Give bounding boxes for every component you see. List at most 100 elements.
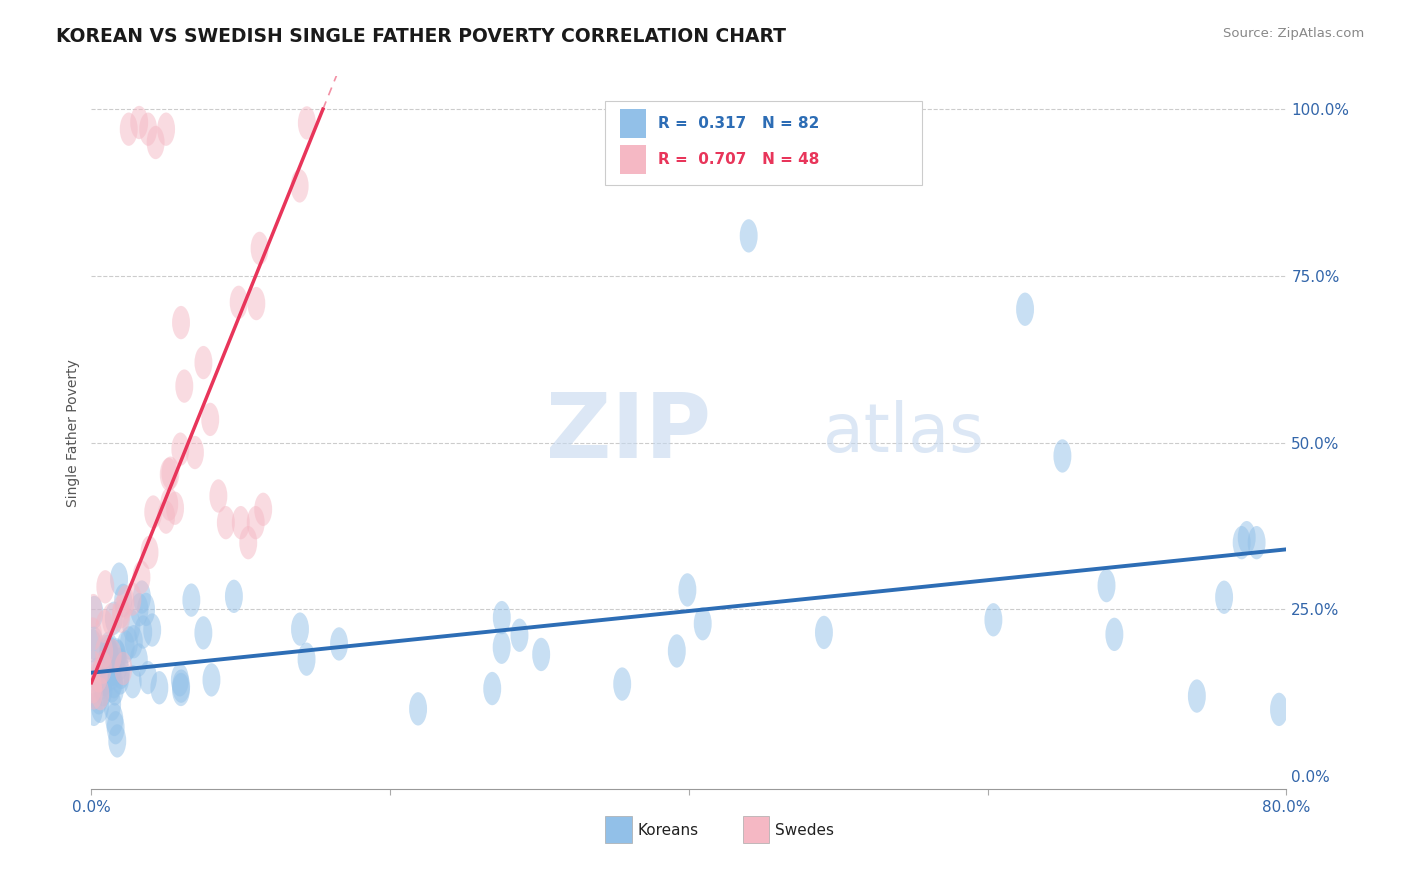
Ellipse shape <box>84 629 101 663</box>
Ellipse shape <box>160 458 177 491</box>
Ellipse shape <box>90 659 108 692</box>
Ellipse shape <box>97 570 114 604</box>
Ellipse shape <box>157 112 176 146</box>
Ellipse shape <box>239 526 257 559</box>
Ellipse shape <box>533 638 550 671</box>
Ellipse shape <box>229 285 247 319</box>
Ellipse shape <box>157 500 174 533</box>
Ellipse shape <box>291 169 308 202</box>
Ellipse shape <box>139 112 157 146</box>
Ellipse shape <box>160 487 179 521</box>
Ellipse shape <box>105 703 124 736</box>
Ellipse shape <box>484 672 501 706</box>
Ellipse shape <box>1233 526 1251 559</box>
Ellipse shape <box>100 639 118 672</box>
Text: ZIP: ZIP <box>546 389 710 476</box>
Ellipse shape <box>107 711 125 744</box>
Ellipse shape <box>172 663 188 697</box>
Ellipse shape <box>613 667 631 701</box>
Ellipse shape <box>183 583 200 616</box>
Ellipse shape <box>1237 521 1256 554</box>
Ellipse shape <box>94 673 112 706</box>
Bar <box>605 816 631 843</box>
Ellipse shape <box>141 536 159 569</box>
Ellipse shape <box>1017 293 1033 326</box>
Text: Swedes: Swedes <box>775 823 834 838</box>
Ellipse shape <box>84 676 103 710</box>
Text: KOREAN VS SWEDISH SINGLE FATHER POVERTY CORRELATION CHART: KOREAN VS SWEDISH SINGLE FATHER POVERTY … <box>56 27 786 45</box>
Bar <box>620 110 645 138</box>
Ellipse shape <box>494 601 510 634</box>
Ellipse shape <box>84 693 103 726</box>
Ellipse shape <box>90 681 108 714</box>
Ellipse shape <box>194 616 212 649</box>
Ellipse shape <box>105 673 124 706</box>
Ellipse shape <box>86 626 103 660</box>
Ellipse shape <box>815 615 832 649</box>
Ellipse shape <box>209 479 228 513</box>
FancyBboxPatch shape <box>605 101 922 185</box>
Ellipse shape <box>492 631 510 664</box>
Ellipse shape <box>84 617 101 650</box>
Ellipse shape <box>409 692 427 725</box>
Ellipse shape <box>1105 617 1123 651</box>
Ellipse shape <box>330 627 349 661</box>
Ellipse shape <box>91 690 108 723</box>
Ellipse shape <box>100 638 118 671</box>
Ellipse shape <box>110 648 128 681</box>
Ellipse shape <box>254 492 273 526</box>
Ellipse shape <box>91 677 110 710</box>
Ellipse shape <box>96 635 112 668</box>
Ellipse shape <box>247 287 266 320</box>
Ellipse shape <box>87 657 105 691</box>
Ellipse shape <box>172 670 190 703</box>
Ellipse shape <box>93 656 110 689</box>
Ellipse shape <box>100 632 118 665</box>
Ellipse shape <box>225 580 243 613</box>
Ellipse shape <box>143 614 162 647</box>
Ellipse shape <box>117 630 135 664</box>
Ellipse shape <box>91 667 110 700</box>
Ellipse shape <box>104 649 122 682</box>
Ellipse shape <box>150 671 169 705</box>
Ellipse shape <box>103 653 121 686</box>
Ellipse shape <box>103 603 120 636</box>
Ellipse shape <box>100 634 117 668</box>
Ellipse shape <box>103 657 121 690</box>
Ellipse shape <box>176 369 193 403</box>
Ellipse shape <box>1098 569 1115 602</box>
Ellipse shape <box>740 219 758 252</box>
Ellipse shape <box>202 664 221 697</box>
Ellipse shape <box>134 581 150 614</box>
Ellipse shape <box>125 625 143 658</box>
Ellipse shape <box>105 665 122 698</box>
Ellipse shape <box>108 640 127 673</box>
Text: R =  0.707   N = 48: R = 0.707 N = 48 <box>658 152 820 167</box>
Ellipse shape <box>145 495 162 529</box>
Ellipse shape <box>232 506 250 540</box>
Ellipse shape <box>250 232 269 265</box>
Ellipse shape <box>114 583 132 617</box>
Ellipse shape <box>103 669 121 703</box>
Ellipse shape <box>117 585 135 618</box>
Ellipse shape <box>111 661 129 695</box>
Ellipse shape <box>132 560 150 594</box>
Text: Koreans: Koreans <box>637 823 699 838</box>
Ellipse shape <box>105 601 122 635</box>
Ellipse shape <box>108 638 125 672</box>
Text: Source: ZipAtlas.com: Source: ZipAtlas.com <box>1223 27 1364 40</box>
Ellipse shape <box>98 642 117 675</box>
Ellipse shape <box>172 433 190 466</box>
Ellipse shape <box>172 306 190 339</box>
Ellipse shape <box>96 610 114 643</box>
Bar <box>742 816 769 843</box>
Ellipse shape <box>679 574 696 607</box>
Ellipse shape <box>120 626 138 659</box>
Ellipse shape <box>166 491 184 524</box>
Ellipse shape <box>114 652 132 685</box>
Ellipse shape <box>217 506 235 540</box>
Ellipse shape <box>146 126 165 159</box>
Ellipse shape <box>693 607 711 640</box>
Ellipse shape <box>984 603 1002 637</box>
Ellipse shape <box>120 112 138 146</box>
